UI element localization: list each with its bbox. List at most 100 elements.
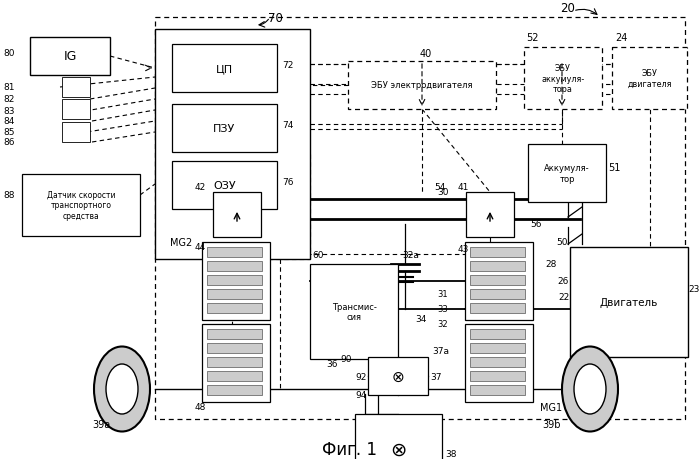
Text: ⊗: ⊗ bbox=[390, 440, 406, 459]
Text: ЭБУ
аккумуля-
тора: ЭБУ аккумуля- тора bbox=[541, 64, 584, 94]
Text: 24: 24 bbox=[615, 33, 628, 43]
Bar bbox=[524, 48, 602, 110]
Bar bbox=[470, 289, 525, 299]
Text: 42: 42 bbox=[195, 183, 206, 192]
Bar bbox=[470, 385, 525, 395]
Bar bbox=[465, 325, 533, 402]
Bar bbox=[202, 242, 270, 320]
Ellipse shape bbox=[94, 347, 150, 431]
Bar bbox=[465, 242, 533, 320]
Text: Датчик скорости
транспортного
средства: Датчик скорости транспортного средства bbox=[47, 190, 115, 220]
Text: ЭБУ электродвигателя: ЭБУ электродвигателя bbox=[371, 81, 473, 90]
Text: 74: 74 bbox=[282, 120, 294, 129]
Bar bbox=[30, 38, 110, 76]
Text: 36: 36 bbox=[326, 360, 338, 369]
Text: 43: 43 bbox=[458, 245, 469, 254]
Bar bbox=[22, 174, 140, 236]
Text: 72: 72 bbox=[282, 61, 294, 69]
Bar bbox=[62, 78, 90, 98]
Text: ОЗУ: ОЗУ bbox=[213, 180, 236, 190]
Text: Двигатель: Двигатель bbox=[600, 297, 658, 308]
Bar bbox=[470, 303, 525, 313]
Text: MG2: MG2 bbox=[170, 237, 192, 247]
Bar bbox=[470, 262, 525, 271]
Text: 50: 50 bbox=[556, 238, 568, 247]
Text: 83: 83 bbox=[3, 107, 15, 116]
Bar bbox=[470, 275, 525, 285]
Text: Трансмис-
сия: Трансмис- сия bbox=[331, 302, 377, 321]
Bar bbox=[355, 414, 442, 459]
Text: 30: 30 bbox=[437, 188, 449, 197]
Text: 32: 32 bbox=[437, 320, 447, 329]
Text: 48: 48 bbox=[195, 403, 206, 412]
Text: 52: 52 bbox=[526, 33, 538, 43]
Bar bbox=[207, 329, 262, 339]
Text: 81: 81 bbox=[3, 84, 15, 92]
Bar bbox=[172, 105, 277, 153]
Text: 33: 33 bbox=[437, 305, 448, 314]
Bar bbox=[207, 247, 262, 257]
Bar bbox=[207, 262, 262, 271]
Text: 54: 54 bbox=[434, 183, 445, 192]
Bar bbox=[155, 30, 310, 259]
Text: 37a: 37a bbox=[432, 347, 449, 356]
Bar bbox=[368, 357, 428, 395]
Text: 92: 92 bbox=[355, 373, 366, 382]
Text: 76: 76 bbox=[282, 178, 294, 187]
Ellipse shape bbox=[106, 364, 138, 414]
Text: 44: 44 bbox=[195, 243, 206, 252]
Bar bbox=[528, 145, 606, 202]
Bar bbox=[466, 193, 514, 237]
Text: 38: 38 bbox=[445, 449, 456, 459]
Text: 23: 23 bbox=[688, 285, 699, 294]
Text: ЦП: ЦП bbox=[216, 64, 233, 74]
Bar bbox=[310, 264, 398, 359]
Text: 56: 56 bbox=[530, 220, 542, 229]
Text: 80: 80 bbox=[3, 50, 15, 58]
Text: Фиг. 1: Фиг. 1 bbox=[322, 440, 377, 458]
Text: ЭБУ
двигателя: ЭБУ двигателя bbox=[627, 69, 672, 89]
Bar bbox=[62, 123, 90, 143]
Text: MG1: MG1 bbox=[540, 402, 562, 412]
Text: 90: 90 bbox=[340, 355, 352, 364]
Text: 22: 22 bbox=[558, 293, 569, 302]
Bar bbox=[207, 303, 262, 313]
Bar bbox=[172, 162, 277, 210]
Text: IG: IG bbox=[64, 50, 77, 63]
Bar bbox=[470, 371, 525, 381]
Text: 39b: 39b bbox=[542, 419, 561, 429]
Text: 34: 34 bbox=[415, 315, 426, 324]
Bar bbox=[207, 357, 262, 367]
Bar bbox=[213, 193, 261, 237]
Text: ПЗУ: ПЗУ bbox=[213, 124, 236, 134]
Text: 84: 84 bbox=[3, 117, 15, 126]
Bar bbox=[172, 45, 277, 93]
Text: 20: 20 bbox=[560, 1, 575, 15]
Bar bbox=[202, 325, 270, 402]
Bar bbox=[207, 289, 262, 299]
Bar bbox=[470, 329, 525, 339]
Bar bbox=[62, 100, 90, 120]
Text: 94: 94 bbox=[355, 391, 366, 400]
Bar bbox=[207, 371, 262, 381]
Text: 32a: 32a bbox=[402, 250, 419, 259]
Bar bbox=[470, 357, 525, 367]
Bar bbox=[207, 343, 262, 353]
Text: 28: 28 bbox=[545, 260, 556, 269]
Text: Аккумуля-
тор: Аккумуля- тор bbox=[545, 164, 590, 183]
Text: 70: 70 bbox=[268, 11, 283, 24]
Ellipse shape bbox=[574, 364, 606, 414]
Bar bbox=[348, 62, 496, 110]
Text: 86: 86 bbox=[3, 138, 15, 147]
Ellipse shape bbox=[562, 347, 618, 431]
Text: 88: 88 bbox=[3, 191, 15, 200]
Bar bbox=[470, 343, 525, 353]
Text: 31: 31 bbox=[437, 290, 447, 299]
Text: 37: 37 bbox=[430, 373, 442, 382]
Text: 85: 85 bbox=[3, 128, 15, 137]
Bar bbox=[470, 247, 525, 257]
Text: 40: 40 bbox=[420, 49, 432, 59]
Text: ⊗: ⊗ bbox=[391, 369, 405, 384]
Text: 26: 26 bbox=[557, 277, 568, 286]
Text: 39a: 39a bbox=[92, 419, 110, 429]
